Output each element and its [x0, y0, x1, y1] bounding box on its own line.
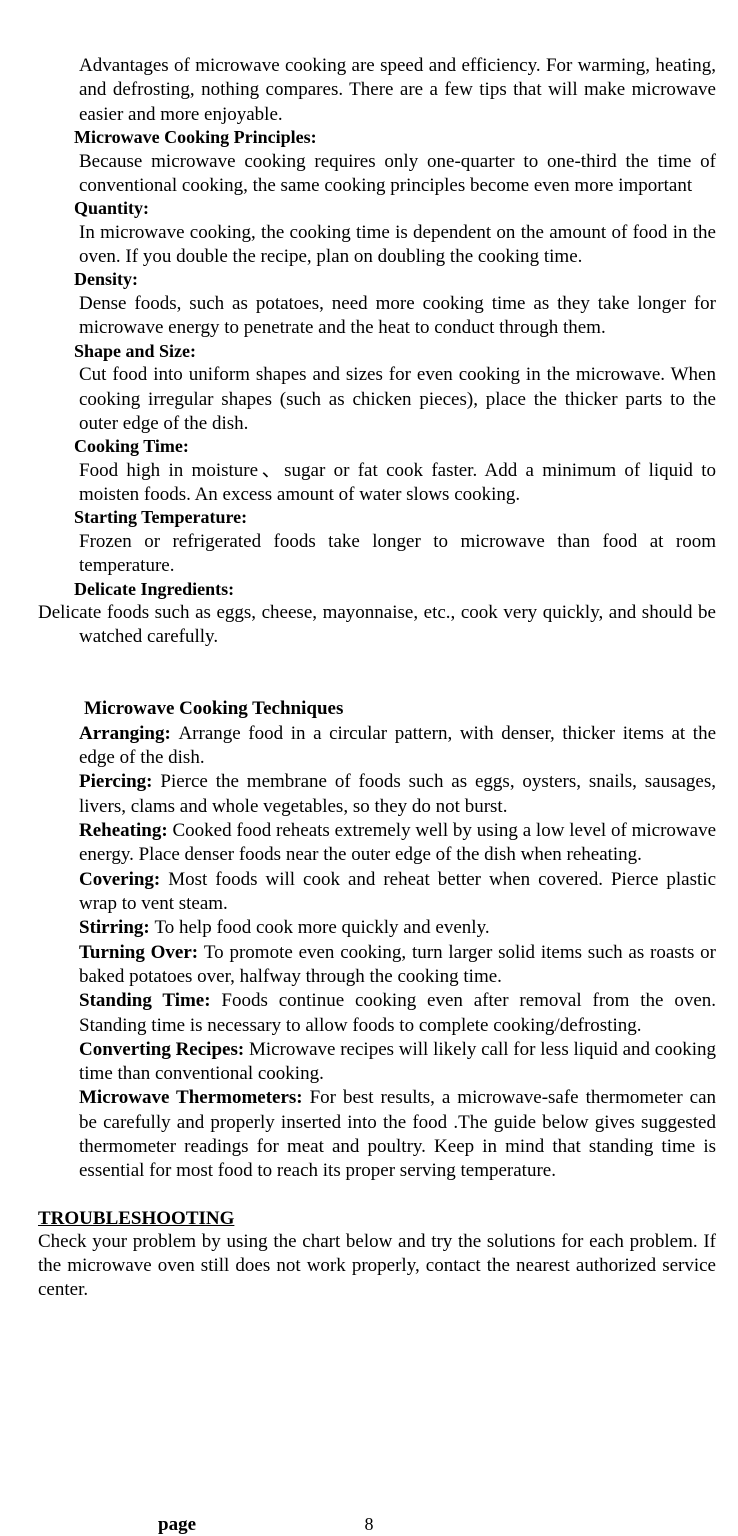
cooktime-body: Food high in moisture、sugar or fat cook …	[79, 459, 716, 508]
converting-label: Converting Recipes:	[79, 1039, 249, 1060]
starttemp-heading: Starting Temperature:	[74, 507, 716, 529]
delicate-body: Delicate foods such as eggs, cheese, may…	[38, 601, 716, 650]
starttemp-body: Frozen or refrigerated foods take longer…	[79, 530, 716, 579]
stirring-label: Stirring:	[79, 917, 154, 938]
stirring-item: Stirring: To help food cook more quickly…	[79, 916, 716, 940]
piercing-label: Piercing:	[79, 771, 160, 792]
arranging-label: Arranging:	[79, 723, 178, 744]
arranging-item: Arranging: Arrange food in a circular pa…	[79, 722, 716, 771]
turning-item: Turning Over: To promote even cooking, t…	[79, 941, 716, 990]
principles-body: Because microwave cooking requires only …	[79, 150, 716, 199]
covering-body: Most foods will cook and reheat better w…	[79, 869, 716, 914]
covering-item: Covering: Most foods will cook and rehea…	[79, 868, 716, 917]
thermometer-label: Microwave Thermometers:	[79, 1087, 310, 1108]
troubleshooting-heading: TROUBLESHOOTING	[38, 1208, 716, 1230]
troubleshooting-body: Check your problem by using the chart be…	[38, 1230, 716, 1303]
shape-body: Cut food into uniform shapes and sizes f…	[79, 363, 716, 436]
quantity-body: In microwave cooking, the cooking time i…	[79, 221, 716, 270]
stirring-body: To help food cook more quickly and evenl…	[154, 917, 489, 938]
covering-label: Covering:	[79, 869, 168, 890]
reheating-item: Reheating: Cooked food reheats extremely…	[79, 819, 716, 868]
reheating-label: Reheating:	[79, 820, 172, 841]
converting-item: Converting Recipes: Microwave recipes wi…	[79, 1038, 716, 1087]
delicate-heading: Delicate Ingredients:	[74, 579, 716, 601]
thermometer-item: Microwave Thermometers: For best results…	[79, 1086, 716, 1183]
shape-heading: Shape and Size:	[74, 341, 716, 363]
standing-item: Standing Time: Foods continue cooking ev…	[79, 989, 716, 1038]
reheating-body: Cooked food reheats extremely well by us…	[79, 820, 716, 865]
quantity-heading: Quantity:	[74, 198, 716, 220]
principles-heading: Microwave Cooking Principles:	[74, 127, 716, 149]
piercing-item: Piercing: Pierce the membrane of foods s…	[79, 770, 716, 819]
footer-page-number: 8	[0, 1514, 738, 1535]
turning-label: Turning Over:	[79, 942, 204, 963]
density-body: Dense foods, such as potatoes, need more…	[79, 292, 716, 341]
techniques-heading: Microwave Cooking Techniques	[84, 698, 716, 720]
intro-paragraph: Advantages of microwave cooking are spee…	[79, 54, 716, 127]
piercing-body: Pierce the membrane of foods such as egg…	[79, 771, 716, 816]
density-heading: Density:	[74, 269, 716, 291]
standing-label: Standing Time:	[79, 990, 221, 1011]
document-page: Advantages of microwave cooking are spee…	[0, 0, 738, 1534]
cooktime-heading: Cooking Time:	[74, 436, 716, 458]
